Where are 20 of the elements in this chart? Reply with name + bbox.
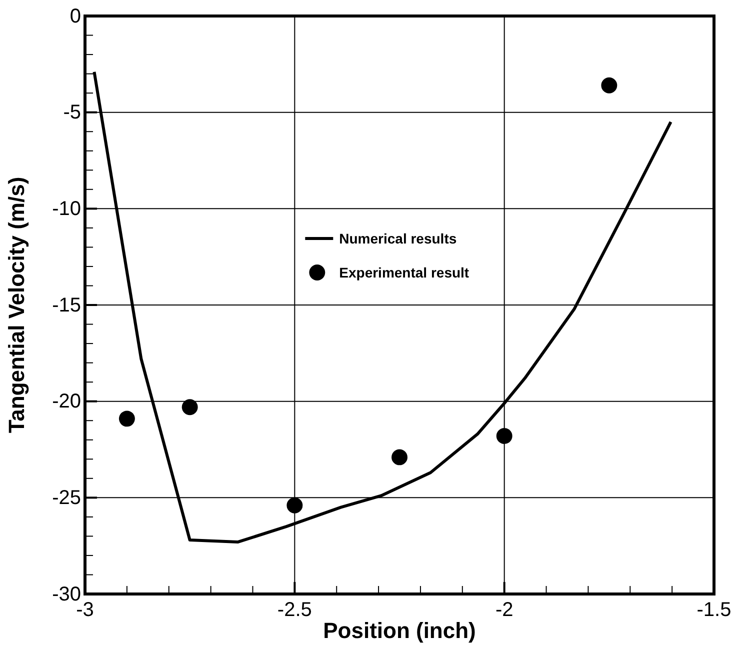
point <box>118 410 135 427</box>
y-tick-label: -10 <box>52 198 81 220</box>
x-tick-label: -1.5 <box>696 599 732 622</box>
x-tick-label: -2 <box>495 599 514 622</box>
y-tick-label: 0 <box>70 5 81 28</box>
y-axis-title: Tangential Velocity (m/s) <box>4 176 29 434</box>
y-tick-label: -25 <box>52 487 81 510</box>
x-tick-label: -2.5 <box>277 599 312 622</box>
point <box>182 399 198 416</box>
x-axis-title: Position (inch) <box>323 618 476 643</box>
point <box>286 497 303 514</box>
legend-label: Numerical results <box>339 230 457 246</box>
point <box>392 449 408 466</box>
point <box>601 77 618 94</box>
y-tick-label: -30 <box>52 583 81 606</box>
legend-label: Experimental result <box>339 264 470 280</box>
point <box>496 428 512 444</box>
y-tick-label: -15 <box>52 294 81 316</box>
y-tick-label: -5 <box>63 102 81 124</box>
y-tick-label: -20 <box>52 390 81 413</box>
